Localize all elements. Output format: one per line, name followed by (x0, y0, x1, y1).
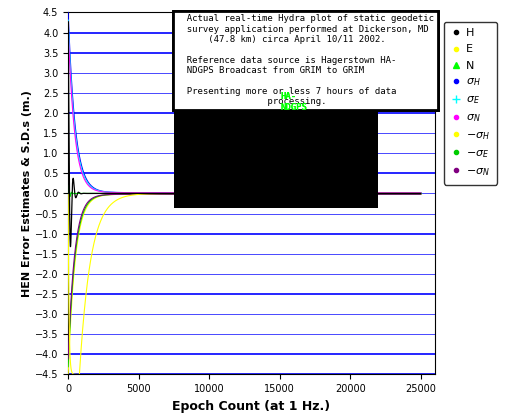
Text: HA-
NDGPS: HA- NDGPS (281, 92, 308, 111)
Legend: H, E, N, $\sigma_H$, $\sigma_E$, $\sigma_N$, $-\sigma_H$, $-\sigma_E$, $-\sigma_: H, E, N, $\sigma_H$, $\sigma_E$, $\sigma… (444, 22, 497, 185)
X-axis label: Epoch Count (at 1 Hz.): Epoch Count (at 1 Hz.) (172, 400, 331, 413)
Text: Actual real-time Hydra plot of static geodetic
  survey application performed at: Actual real-time Hydra plot of static ge… (176, 14, 434, 106)
Text: Actual real-time Hydra plot of static geodetic
  survey application performed at: Actual real-time Hydra plot of static ge… (176, 14, 434, 106)
Y-axis label: HEN Error Estimates & S.D.s (m.): HEN Error Estimates & S.D.s (m.) (22, 90, 32, 297)
FancyBboxPatch shape (174, 12, 378, 208)
Text: HA-
NDGPS: HA- NDGPS (281, 92, 308, 111)
